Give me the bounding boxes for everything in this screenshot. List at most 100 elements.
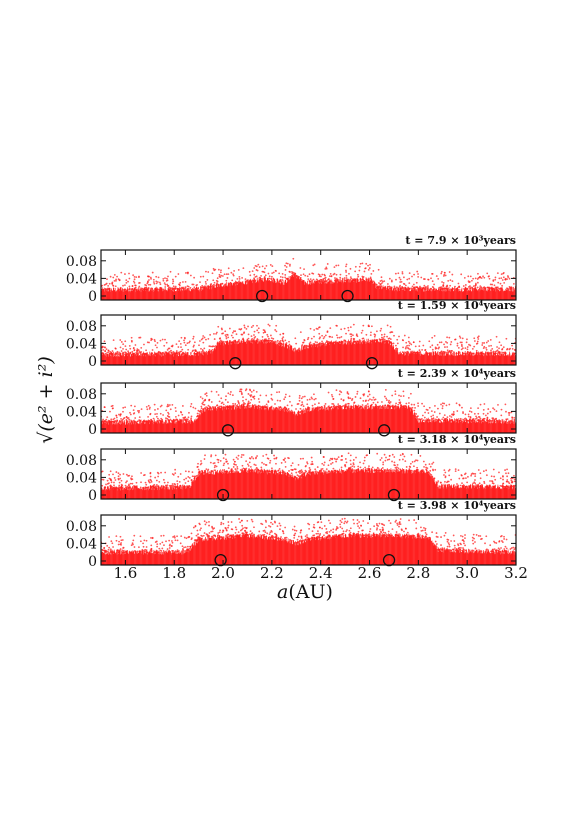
scatter-point xyxy=(329,335,332,338)
band-column xyxy=(150,419,152,433)
scatter-point xyxy=(419,351,422,353)
scatter-point xyxy=(388,399,390,402)
scatter-point xyxy=(234,330,237,333)
scatter-point xyxy=(461,337,464,340)
band-column xyxy=(235,281,237,300)
scatter-point xyxy=(419,285,421,288)
band-column xyxy=(361,407,363,433)
band-column xyxy=(364,280,365,300)
band-column xyxy=(448,421,449,433)
band-column xyxy=(160,355,162,365)
band-column xyxy=(476,421,478,433)
scatter-point xyxy=(155,280,158,283)
band-column xyxy=(130,290,132,300)
scatter-point xyxy=(458,403,461,406)
scatter-point xyxy=(384,404,387,407)
scatter-point xyxy=(124,340,127,343)
band-column xyxy=(513,418,515,433)
scatter-point xyxy=(408,277,411,280)
band-column xyxy=(332,342,333,365)
band-column xyxy=(484,290,486,300)
band-column xyxy=(102,489,104,499)
scatter-point xyxy=(476,286,479,289)
band-column xyxy=(512,351,514,365)
scatter-point xyxy=(491,348,494,350)
band-column xyxy=(226,286,228,300)
scatter-point xyxy=(137,411,140,414)
scatter-point xyxy=(190,403,193,405)
band-column xyxy=(500,351,502,365)
scatter-point xyxy=(145,352,148,355)
band-column xyxy=(118,351,120,365)
scatter-point xyxy=(335,273,338,276)
band-column xyxy=(378,288,380,300)
band-column xyxy=(239,405,241,433)
scatter-point xyxy=(350,277,353,280)
panel-3: 00.040.08t = 2.39 × 10⁴years xyxy=(66,367,517,438)
band-column xyxy=(128,487,130,499)
scatter-point xyxy=(354,265,357,268)
band-column xyxy=(347,407,348,433)
scatter-point xyxy=(351,405,353,408)
band-column xyxy=(201,413,203,433)
scatter-point xyxy=(261,336,264,338)
band-column xyxy=(133,287,135,300)
band-column xyxy=(307,411,309,433)
scatter-point xyxy=(270,275,273,278)
band-column xyxy=(182,422,184,433)
scatter-point xyxy=(463,352,466,355)
band-column xyxy=(337,341,339,365)
scatter-point xyxy=(361,404,364,406)
band-column xyxy=(225,344,226,365)
scatter-point xyxy=(375,330,378,333)
band-column xyxy=(314,282,316,300)
band-column xyxy=(121,289,122,300)
scatter-point xyxy=(214,406,216,409)
scatter-point xyxy=(250,335,253,337)
band-column xyxy=(253,405,254,433)
scatter-point xyxy=(241,333,244,336)
band-column xyxy=(336,342,338,365)
scatter-point xyxy=(154,409,156,411)
band-column xyxy=(412,410,413,433)
scatter-point xyxy=(146,408,149,411)
scatter-point xyxy=(420,417,423,420)
band-column xyxy=(473,290,474,300)
band-column xyxy=(415,289,417,300)
scatter-point xyxy=(121,418,124,421)
scatter-point xyxy=(133,281,136,284)
band-column xyxy=(324,346,326,365)
band-column xyxy=(323,342,324,365)
band-column xyxy=(352,343,354,365)
band-column xyxy=(500,287,502,300)
band-column xyxy=(394,288,396,300)
band-column xyxy=(483,419,484,433)
band-column xyxy=(342,409,344,433)
band-column xyxy=(194,420,196,433)
band-column xyxy=(148,354,149,365)
band-column xyxy=(132,424,134,433)
band-column xyxy=(382,341,383,365)
scatter-point xyxy=(279,340,282,342)
band-column xyxy=(206,286,207,300)
scatter-point xyxy=(202,335,205,337)
band-column xyxy=(413,414,414,433)
scatter-point xyxy=(455,352,458,355)
scatter-point xyxy=(431,280,434,283)
scatter-point xyxy=(125,281,128,284)
band-column xyxy=(124,487,126,499)
scatter-point xyxy=(346,341,349,343)
scatter-point xyxy=(156,412,158,415)
scatter-point xyxy=(285,266,288,268)
scatter-point xyxy=(307,278,310,281)
scatter-point xyxy=(203,407,206,410)
band-column xyxy=(485,287,487,300)
scatter-point xyxy=(343,279,346,282)
band-column xyxy=(142,487,143,499)
band-column xyxy=(355,404,357,433)
scatter-point xyxy=(289,263,291,266)
band-column xyxy=(332,408,334,433)
scatter-point xyxy=(284,274,287,276)
band-column xyxy=(209,289,211,300)
band-column xyxy=(374,282,376,300)
